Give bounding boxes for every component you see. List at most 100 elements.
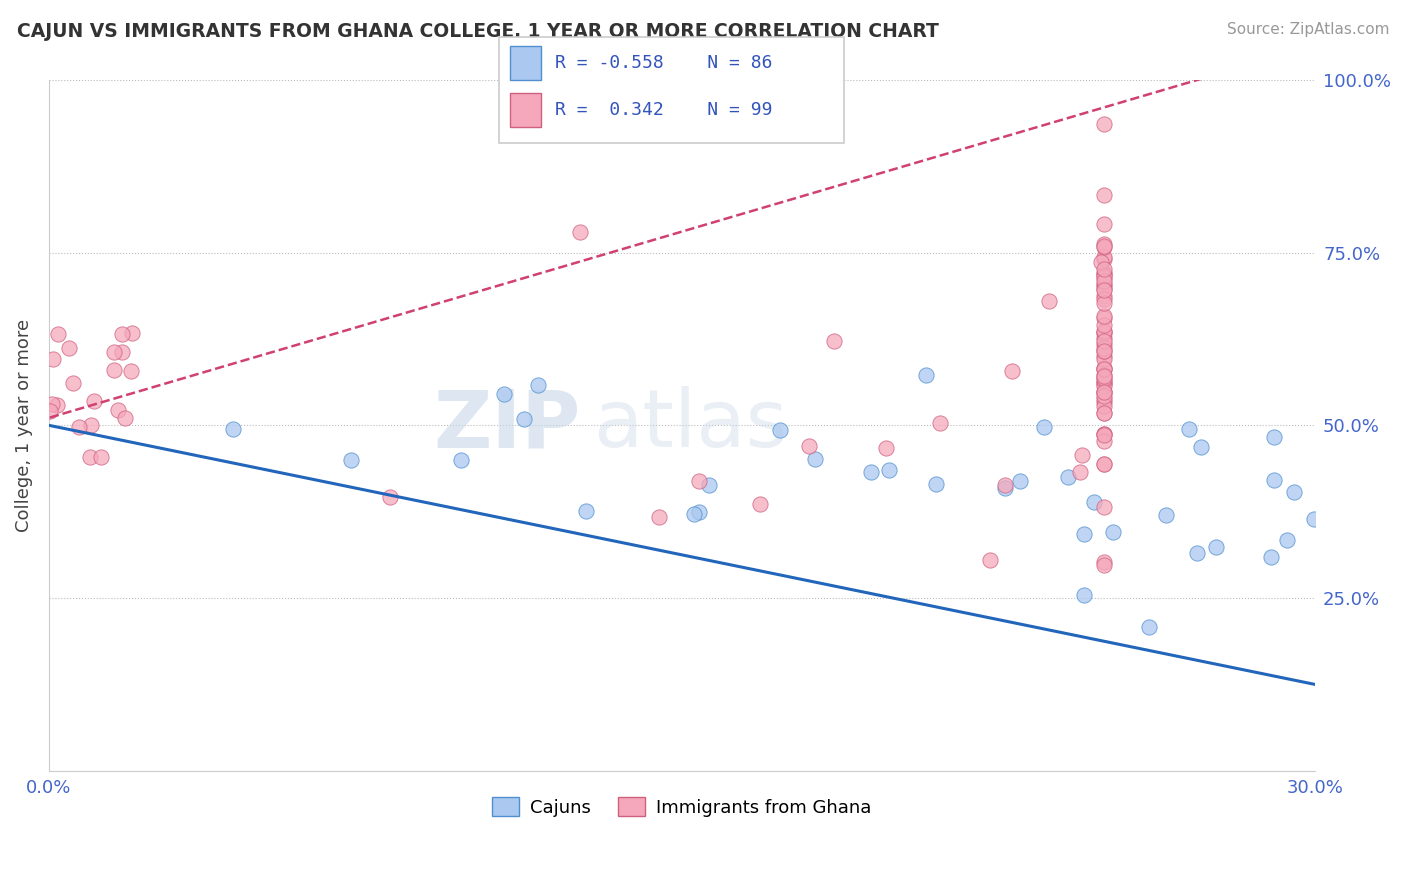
Point <box>1090 254 1112 268</box>
Point <box>111 327 134 342</box>
Point <box>925 477 948 491</box>
Point <box>1092 237 1115 252</box>
Point <box>1092 399 1115 413</box>
Point <box>1137 620 1160 634</box>
Point <box>120 364 142 378</box>
Point <box>697 478 720 492</box>
Point <box>1092 458 1115 472</box>
Point <box>1092 337 1115 351</box>
Point <box>1092 277 1115 291</box>
Point <box>103 345 125 359</box>
Point <box>1092 341 1115 355</box>
Point <box>1092 385 1115 400</box>
Point <box>1337 572 1360 586</box>
Point <box>1092 267 1115 281</box>
Point <box>1326 494 1348 508</box>
Point <box>1319 622 1341 636</box>
Point <box>1092 318 1115 332</box>
Point <box>1092 406 1115 420</box>
Point <box>1000 364 1022 378</box>
Point <box>1185 546 1208 560</box>
Text: ZIP: ZIP <box>433 386 581 465</box>
Text: R =  0.342    N = 99: R = 0.342 N = 99 <box>555 101 773 119</box>
Point <box>1092 384 1115 399</box>
Point <box>1282 485 1305 500</box>
Point <box>1092 239 1115 253</box>
Point <box>111 345 134 359</box>
Point <box>1092 369 1115 384</box>
Point <box>1092 373 1115 387</box>
Point <box>1092 252 1115 267</box>
Point <box>688 474 710 488</box>
Point <box>1092 378 1115 392</box>
Point <box>90 450 112 465</box>
Point <box>797 438 820 452</box>
Point <box>46 327 69 342</box>
Point <box>42 352 65 367</box>
Point <box>1092 428 1115 442</box>
Point <box>994 478 1017 492</box>
Point <box>340 452 363 467</box>
Point <box>1092 326 1115 340</box>
Point <box>1367 528 1389 542</box>
Point <box>1092 434 1115 449</box>
Point <box>1343 582 1365 597</box>
Point <box>1092 117 1115 131</box>
Point <box>1092 289 1115 303</box>
Point <box>1056 470 1078 484</box>
Point <box>1102 525 1125 540</box>
Point <box>107 403 129 417</box>
Point <box>1092 406 1115 420</box>
Point <box>1092 376 1115 391</box>
Point <box>1073 527 1095 541</box>
Point <box>1351 618 1374 632</box>
Point <box>1388 572 1406 586</box>
Point <box>575 504 598 518</box>
Point <box>1092 269 1115 284</box>
Point <box>1071 448 1094 462</box>
Point <box>1092 394 1115 409</box>
Point <box>1092 392 1115 406</box>
Point <box>879 463 901 477</box>
Point <box>1092 270 1115 285</box>
Point <box>1092 343 1115 358</box>
Point <box>1092 218 1115 232</box>
Point <box>513 412 536 426</box>
Point <box>1092 309 1115 323</box>
Point <box>1092 376 1115 390</box>
Point <box>915 368 938 383</box>
Point <box>1092 371 1115 385</box>
Point <box>121 326 143 340</box>
Point <box>1358 600 1381 615</box>
Point <box>688 505 710 519</box>
Point <box>1092 262 1115 277</box>
Point <box>769 423 792 437</box>
Point <box>1381 626 1403 640</box>
Point <box>526 378 548 392</box>
Point <box>1092 360 1115 375</box>
Point <box>648 509 671 524</box>
Point <box>875 442 897 456</box>
Point <box>1092 240 1115 254</box>
Point <box>1092 251 1115 265</box>
Point <box>804 451 827 466</box>
Point <box>1092 349 1115 363</box>
Text: Source: ZipAtlas.com: Source: ZipAtlas.com <box>1226 22 1389 37</box>
Point <box>1092 279 1115 293</box>
Point <box>1092 385 1115 400</box>
Point <box>1092 326 1115 340</box>
Point <box>58 341 80 355</box>
Point <box>1263 473 1285 487</box>
Point <box>450 452 472 467</box>
Point <box>38 404 60 418</box>
Point <box>1092 292 1115 306</box>
Point <box>1403 593 1406 607</box>
Point <box>1008 474 1031 488</box>
Point <box>222 422 245 436</box>
Point <box>569 225 592 239</box>
Point <box>380 490 402 504</box>
Legend: Cajuns, Immigrants from Ghana: Cajuns, Immigrants from Ghana <box>485 790 879 824</box>
Point <box>859 465 882 479</box>
Point <box>1092 282 1115 296</box>
Point <box>1092 555 1115 569</box>
